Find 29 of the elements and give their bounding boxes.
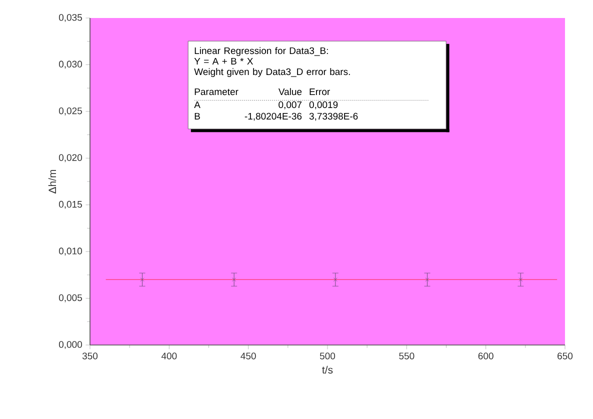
y-tick-label: 0,020: [58, 154, 82, 162]
annotation: 3,73398E-6: [309, 112, 358, 121]
annotation: Error: [310, 88, 330, 96]
annotation: 0,0019: [309, 101, 338, 110]
y-tick-label: 0,010: [58, 248, 82, 256]
x-axis-title: t/s: [322, 366, 333, 374]
annotation: Parameter: [194, 88, 238, 96]
x-tick-label: 600: [478, 352, 494, 360]
annotation: B: [194, 112, 200, 120]
x-tick-label: 550: [399, 352, 414, 360]
annotation: -1,80204E-36: [244, 112, 302, 121]
x-tick-label: 350: [82, 352, 98, 360]
y-tick-label: 0,035: [58, 14, 82, 22]
y-tick-label: 0,030: [58, 60, 82, 69]
annotation: Linear Regression for Data3_B:: [194, 47, 328, 56]
y-tick-label: 0,025: [58, 107, 82, 116]
y-axis-title: Δh/m: [48, 170, 56, 194]
x-tick-label: 650: [558, 352, 573, 360]
annotation: Value: [278, 88, 302, 96]
y-tick-label: 0,000: [58, 341, 82, 349]
y-tick-label: 0,015: [58, 200, 82, 209]
y-tick-label: 0,005: [58, 294, 82, 302]
annotation: Y = A + B * X: [194, 58, 254, 64]
x-tick-label: 400: [161, 352, 177, 360]
x-tick-label: 500: [320, 352, 336, 360]
annotation: 0,007: [278, 101, 302, 110]
x-tick-label: 450: [240, 352, 256, 360]
annotation: A: [194, 101, 200, 108]
annotation: Weight given by Data3_D error bars.: [194, 68, 350, 77]
